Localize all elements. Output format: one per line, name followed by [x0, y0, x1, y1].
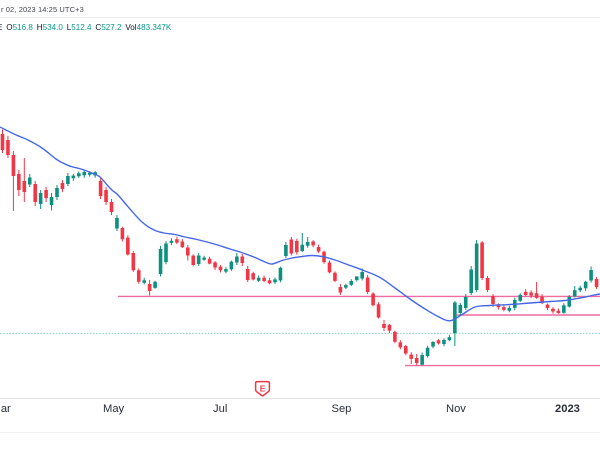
svg-text:E: E — [260, 384, 266, 393]
